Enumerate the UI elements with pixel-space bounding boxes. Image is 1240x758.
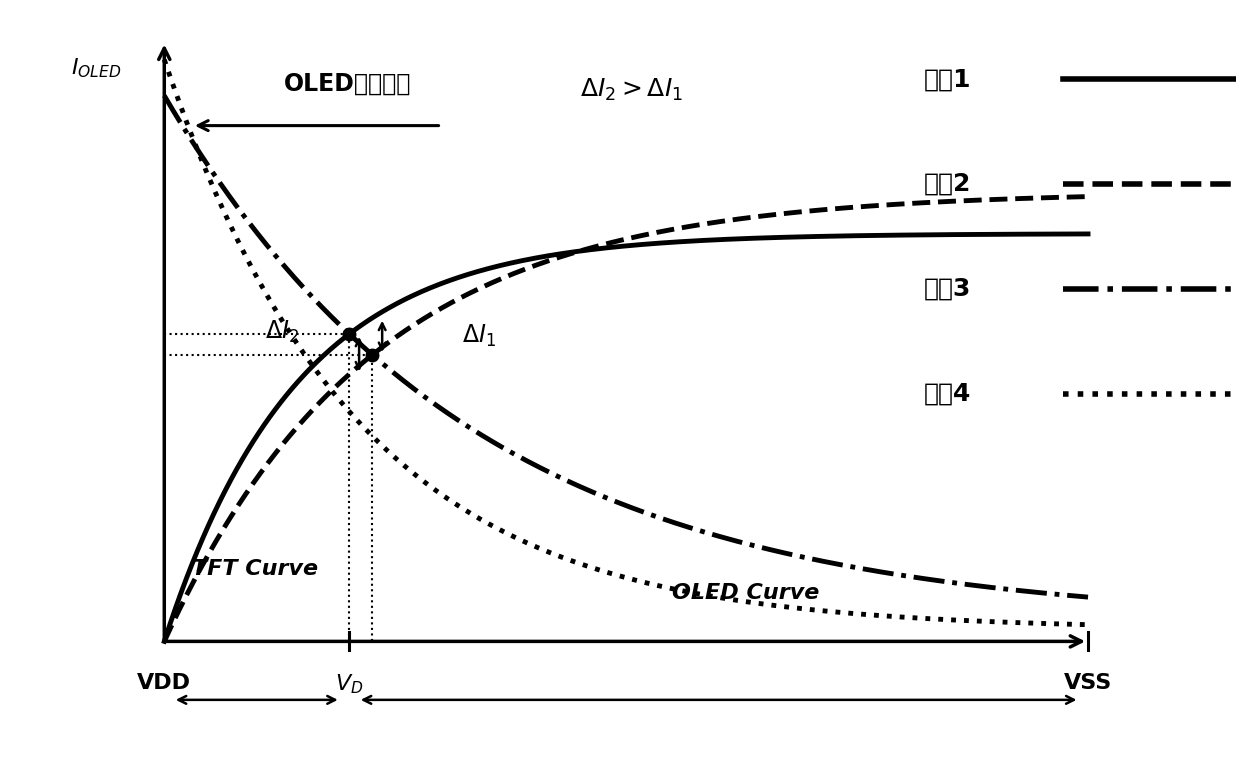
Text: 曲线1: 曲线1 bbox=[924, 67, 971, 91]
Text: 曲线4: 曲线4 bbox=[924, 382, 971, 406]
Text: $I_{OLED}$: $I_{OLED}$ bbox=[71, 56, 122, 80]
Text: $\Delta I_1$: $\Delta I_1$ bbox=[463, 323, 496, 349]
Text: 曲线2: 曲线2 bbox=[924, 172, 971, 196]
Text: OLED Curve: OLED Curve bbox=[672, 584, 820, 603]
Text: $V_D$: $V_D$ bbox=[335, 673, 363, 697]
Text: VDD: VDD bbox=[138, 673, 191, 693]
Text: OLED性能衰减: OLED性能衰减 bbox=[284, 72, 412, 96]
Text: $\Delta I_2$: $\Delta I_2$ bbox=[264, 318, 299, 345]
Text: TFT Curve: TFT Curve bbox=[192, 559, 319, 579]
Text: 曲线3: 曲线3 bbox=[924, 277, 971, 301]
Text: VSS: VSS bbox=[1064, 673, 1112, 693]
Text: $\Delta I_2 > \Delta I_1$: $\Delta I_2 > \Delta I_1$ bbox=[580, 77, 683, 103]
